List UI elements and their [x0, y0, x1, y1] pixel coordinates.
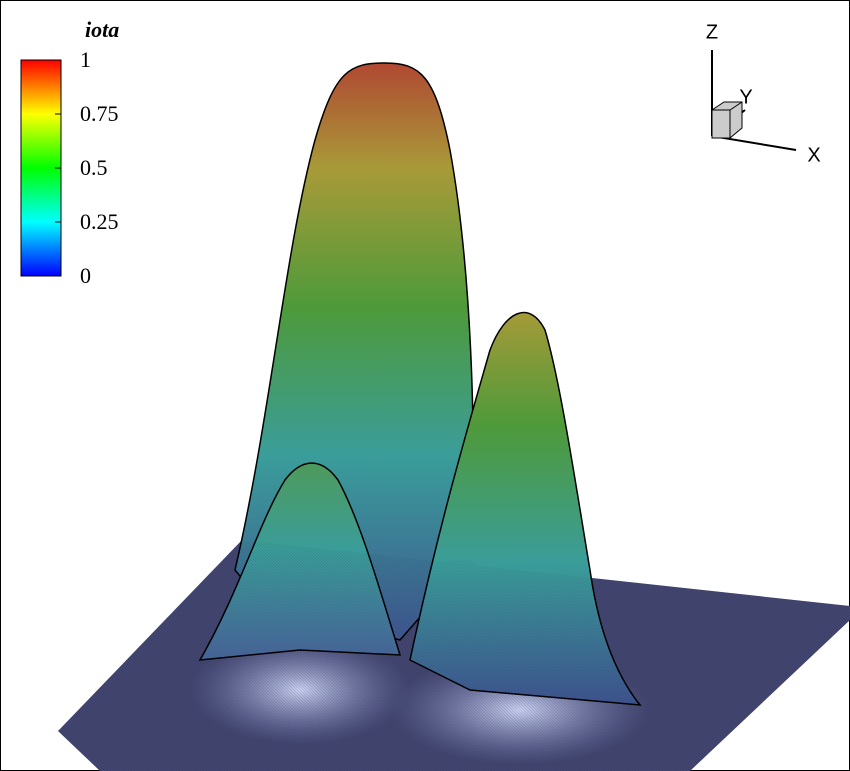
colorbar-tick-label: 1: [80, 47, 91, 72]
colorbar-tick-label: 0.75: [80, 101, 119, 126]
z-label: Z: [706, 21, 718, 43]
colorbar-title: iota: [85, 17, 119, 42]
y-label: Y: [739, 86, 752, 108]
mesh: [58, 540, 850, 771]
axis-triad: Z Y X: [706, 21, 821, 166]
colorbar-tick-label: 0.25: [80, 209, 119, 234]
cube: [711, 101, 743, 139]
colorbar-tick-label: 0: [80, 263, 91, 288]
x-label: X: [807, 144, 820, 166]
surface: [58, 62, 850, 771]
colorbar-tick-label: 0.5: [80, 155, 108, 180]
